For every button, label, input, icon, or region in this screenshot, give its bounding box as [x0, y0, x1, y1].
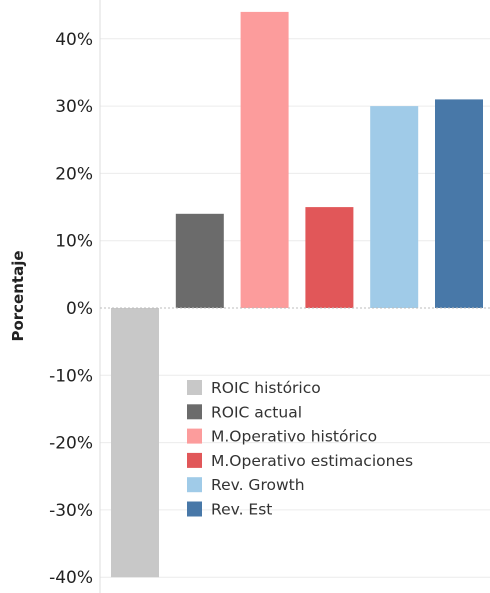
y-tick-label: 30%	[55, 97, 93, 117]
legend-swatch	[187, 501, 202, 517]
gridlines	[100, 38, 490, 578]
legend-label: Rev. Est	[211, 501, 272, 519]
legend-swatch	[187, 452, 202, 468]
bars	[111, 11, 483, 578]
y-axis-label: Porcentaje	[9, 250, 27, 341]
legend-label: ROIC actual	[211, 403, 302, 421]
y-tick-label: 20%	[55, 164, 93, 184]
y-tick-label: -30%	[49, 501, 93, 521]
legend-swatch	[187, 380, 202, 395]
bar-rev-growth	[370, 106, 419, 308]
bar-rev-est	[435, 99, 483, 309]
legend-label: Rev. Growth	[211, 476, 305, 494]
bar-roic-hist-rico	[111, 308, 159, 578]
legend-swatch	[187, 404, 202, 420]
y-tick-label: 10%	[55, 232, 93, 252]
bar-m-operativo-hist-rico	[240, 11, 289, 309]
legend-label: M.Operativo histórico	[211, 428, 377, 446]
y-tick-label: 40%	[55, 30, 93, 50]
bar-roic-actual	[175, 213, 224, 308]
legend-label: ROIC histórico	[211, 379, 321, 397]
y-axis: -40% -30% -20% -10% 0% 10% 20% 30% 40%	[49, 0, 101, 593]
y-tick-label: -10%	[49, 366, 93, 386]
y-tick-label: -20%	[49, 434, 93, 454]
legend: ROIC histórico ROIC actual M.Operativo his…	[187, 379, 413, 519]
legend-swatch	[187, 428, 202, 444]
y-tick-label: -40%	[49, 568, 93, 588]
legend-swatch	[187, 477, 202, 493]
legend-label: M.Operativo estimaciones	[211, 452, 413, 470]
bar-m-operativo-estimaciones	[305, 207, 354, 308]
y-tick-label: 0%	[66, 299, 93, 319]
